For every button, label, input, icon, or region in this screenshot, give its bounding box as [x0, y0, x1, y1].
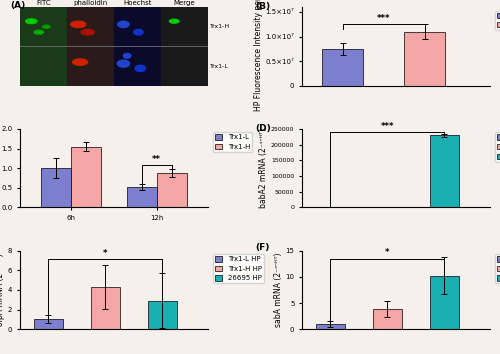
Y-axis label: HP Fluorescence Intensity per cell: HP Fluorescence Intensity per cell	[254, 0, 262, 111]
Text: ***: ***	[380, 122, 394, 131]
Legend: Trx1-L HP, Trx1-H HP, 26695 HP: Trx1-L HP, Trx1-H HP, 26695 HP	[214, 254, 264, 284]
Bar	[114, 46, 161, 86]
Bar	[127, 187, 156, 207]
Bar	[67, 7, 114, 46]
Text: phalloidin: phalloidin	[74, 0, 108, 6]
Circle shape	[26, 19, 37, 24]
Text: (D): (D)	[255, 124, 271, 133]
Y-axis label: sabA mRNA (2⁻ᵓᵔᴴᵀ): sabA mRNA (2⁻ᵓᵔᴴᵀ)	[274, 253, 282, 327]
Bar	[161, 46, 208, 86]
Bar	[91, 287, 120, 329]
Bar	[114, 7, 161, 46]
Ellipse shape	[118, 60, 130, 67]
Bar	[156, 173, 186, 207]
Text: (A): (A)	[10, 1, 26, 10]
Bar	[404, 32, 445, 86]
Text: **: **	[152, 155, 161, 164]
Ellipse shape	[118, 21, 129, 28]
Text: Merge: Merge	[174, 0, 196, 6]
Circle shape	[170, 19, 179, 23]
Y-axis label: babA2 mRNA (2⁻ᵓᵔᴴᵀ): babA2 mRNA (2⁻ᵓᵔᴴᵀ)	[259, 128, 268, 208]
Text: Trx1-H: Trx1-H	[210, 24, 230, 29]
Text: *: *	[103, 249, 108, 257]
Bar	[20, 7, 67, 46]
Bar	[373, 309, 402, 329]
Bar	[148, 301, 176, 329]
Ellipse shape	[135, 65, 145, 72]
Y-axis label: oipA mRNA (2⁻ᵓᵔᴴᵀ): oipA mRNA (2⁻ᵓᵔᴴᵀ)	[0, 253, 5, 326]
Text: (F): (F)	[255, 243, 270, 252]
Text: ***: ***	[377, 14, 390, 23]
Bar	[322, 49, 364, 86]
Bar	[34, 319, 62, 329]
Text: FITC: FITC	[36, 0, 51, 6]
Bar	[316, 324, 344, 329]
Legend: Trx1-L, Trx1-H: Trx1-L, Trx1-H	[496, 11, 500, 30]
Bar	[67, 46, 114, 86]
Ellipse shape	[124, 53, 131, 58]
Circle shape	[81, 29, 94, 35]
Circle shape	[34, 30, 43, 34]
Bar	[161, 7, 208, 46]
Bar	[430, 276, 458, 329]
Bar	[42, 168, 72, 207]
Circle shape	[71, 21, 86, 28]
Legend: Trx1-L HP, Trx1-H HP, 26695 HP: Trx1-L HP, Trx1-H HP, 26695 HP	[496, 254, 500, 284]
Text: *: *	[385, 249, 390, 257]
Text: Trx1-L: Trx1-L	[210, 63, 229, 69]
Text: (B): (B)	[255, 2, 270, 11]
Legend: Trx1-L, Trx1-H: Trx1-L, Trx1-H	[214, 132, 252, 152]
Bar	[20, 46, 67, 86]
Bar	[430, 135, 458, 207]
Bar	[72, 147, 101, 207]
Circle shape	[72, 59, 88, 65]
Text: Hoechst: Hoechst	[123, 0, 152, 6]
Legend: Trx1-L HP, Trx1-H HP, 26695 HP: Trx1-L HP, Trx1-H HP, 26695 HP	[496, 132, 500, 162]
Circle shape	[42, 25, 50, 28]
Ellipse shape	[134, 29, 143, 35]
